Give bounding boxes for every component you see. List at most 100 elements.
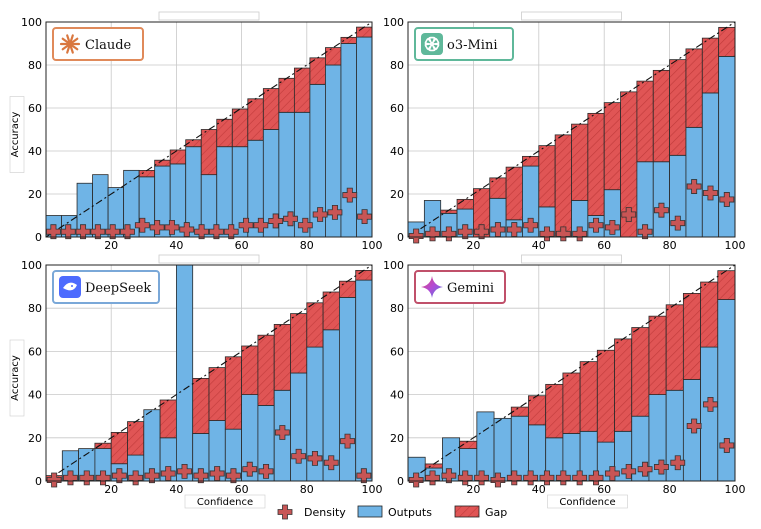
density-marker <box>441 468 457 484</box>
gap-bar <box>257 334 275 406</box>
legend-density-marker <box>277 504 293 520</box>
gap-bar <box>273 323 291 391</box>
density-marker <box>457 470 473 486</box>
gap-bar <box>247 98 264 141</box>
y-tick-label: 40 <box>28 145 42 158</box>
gap-bar <box>614 338 633 432</box>
y-tick-label: 0 <box>397 231 404 244</box>
gap-bar <box>278 77 295 113</box>
y-tick-label: 40 <box>390 145 404 158</box>
density-marker <box>312 207 328 222</box>
density-marker <box>670 455 686 471</box>
claude-logo-icon <box>59 34 81 54</box>
density-marker <box>120 224 135 240</box>
output-bar <box>175 264 194 482</box>
gap-bar <box>669 59 687 156</box>
density-marker <box>105 224 121 240</box>
density-marker <box>226 468 241 484</box>
model-badge: Claude <box>52 27 144 61</box>
density-marker <box>654 459 669 475</box>
plot-frame <box>407 264 736 482</box>
density-marker <box>340 433 355 449</box>
gap-bar <box>159 399 177 439</box>
density-marker <box>408 228 424 244</box>
density-marker <box>425 226 440 242</box>
x-tick-labels: 20 40 60 80 100 <box>466 239 745 252</box>
perfect-calibration-line <box>407 264 736 482</box>
y-tick-labels: 0 20 40 60 80 100 <box>383 16 404 244</box>
legend-density-label: Density <box>304 506 346 519</box>
density-marker <box>637 461 653 477</box>
output-bar <box>493 417 512 482</box>
density-marker <box>523 217 539 233</box>
y-tick-label: 100 <box>21 259 42 272</box>
x-tick-label: 100 <box>362 239 383 252</box>
output-bar <box>290 372 308 482</box>
y-tick-label: 0 <box>35 475 42 488</box>
gap-bar <box>562 372 581 434</box>
density-marker <box>457 224 473 240</box>
density-marker <box>307 451 323 466</box>
y-tick-label: 80 <box>28 59 42 72</box>
density-marker <box>719 192 735 207</box>
density-marker <box>194 224 209 240</box>
output-bar <box>338 296 357 482</box>
title-placeholder-box <box>521 11 622 21</box>
density-markers <box>408 397 735 488</box>
x-tick-label: 60 <box>235 483 249 496</box>
y-tick-label: 100 <box>383 16 404 29</box>
x-tick-label: 40 <box>532 239 546 252</box>
y-tick-label: 20 <box>390 188 404 201</box>
density-marker <box>60 224 76 240</box>
density-marker <box>703 397 718 412</box>
x-tick-label: 40 <box>169 483 183 496</box>
gap-bar <box>355 269 373 281</box>
model-badge-frame <box>414 270 506 304</box>
y-axis-label: Accuracy <box>10 112 21 158</box>
density-marker <box>523 470 539 486</box>
plot-frame <box>407 21 736 238</box>
density-marker <box>555 226 571 242</box>
plot-frame <box>45 264 373 482</box>
density-marker <box>719 438 735 453</box>
x-axis-label-box <box>547 494 628 509</box>
y-tick-label: 60 <box>28 345 42 358</box>
y-tick-label: 0 <box>397 475 404 488</box>
y-tick-label: 100 <box>383 259 404 272</box>
legend-outputs-label: Outputs <box>388 506 432 519</box>
gap-bar <box>505 166 523 221</box>
density-marker <box>111 468 127 484</box>
x-tick-label: 20 <box>104 239 118 252</box>
density-marker <box>572 226 588 242</box>
x-axis-label: Confidence <box>559 497 615 508</box>
model-badge: DeepSeek <box>52 270 160 304</box>
gap-bar <box>325 47 342 66</box>
panel-claude: 20 40 60 80 100 0 20 40 60 80 100 Accuracy Claude <box>9 11 383 252</box>
density-marker <box>258 463 274 479</box>
gap-bar <box>682 293 701 380</box>
density-marker <box>323 455 339 471</box>
y-tick-label: 20 <box>28 188 42 201</box>
x-tick-labels: 20 40 60 80 100 <box>104 483 382 496</box>
x-tick-label: 60 <box>235 239 249 252</box>
gap-bar <box>717 270 736 300</box>
density-marker <box>686 418 702 434</box>
density-marker <box>703 185 718 201</box>
gap-bar <box>293 67 311 113</box>
gap-bar <box>587 112 605 216</box>
gap-bar <box>216 118 233 148</box>
density-marker <box>555 470 571 486</box>
density-marker <box>588 470 604 486</box>
density-marker <box>90 224 106 240</box>
gap-bar <box>648 315 667 396</box>
x-tick-label: 80 <box>300 239 314 252</box>
x-tick-label: 100 <box>725 239 746 252</box>
density-marker <box>357 209 372 225</box>
x-tick-label: 60 <box>597 483 611 496</box>
density-marker <box>75 224 91 240</box>
gap-bar <box>127 421 145 456</box>
output-bar <box>717 299 736 482</box>
gap-bar <box>538 145 556 208</box>
density-marker <box>242 461 258 477</box>
bars <box>45 264 373 482</box>
